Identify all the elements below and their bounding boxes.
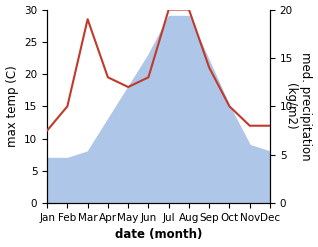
X-axis label: date (month): date (month): [115, 228, 202, 242]
Y-axis label: max temp (C): max temp (C): [5, 65, 18, 147]
Y-axis label: med. precipitation
(kg/m2): med. precipitation (kg/m2): [284, 52, 313, 161]
